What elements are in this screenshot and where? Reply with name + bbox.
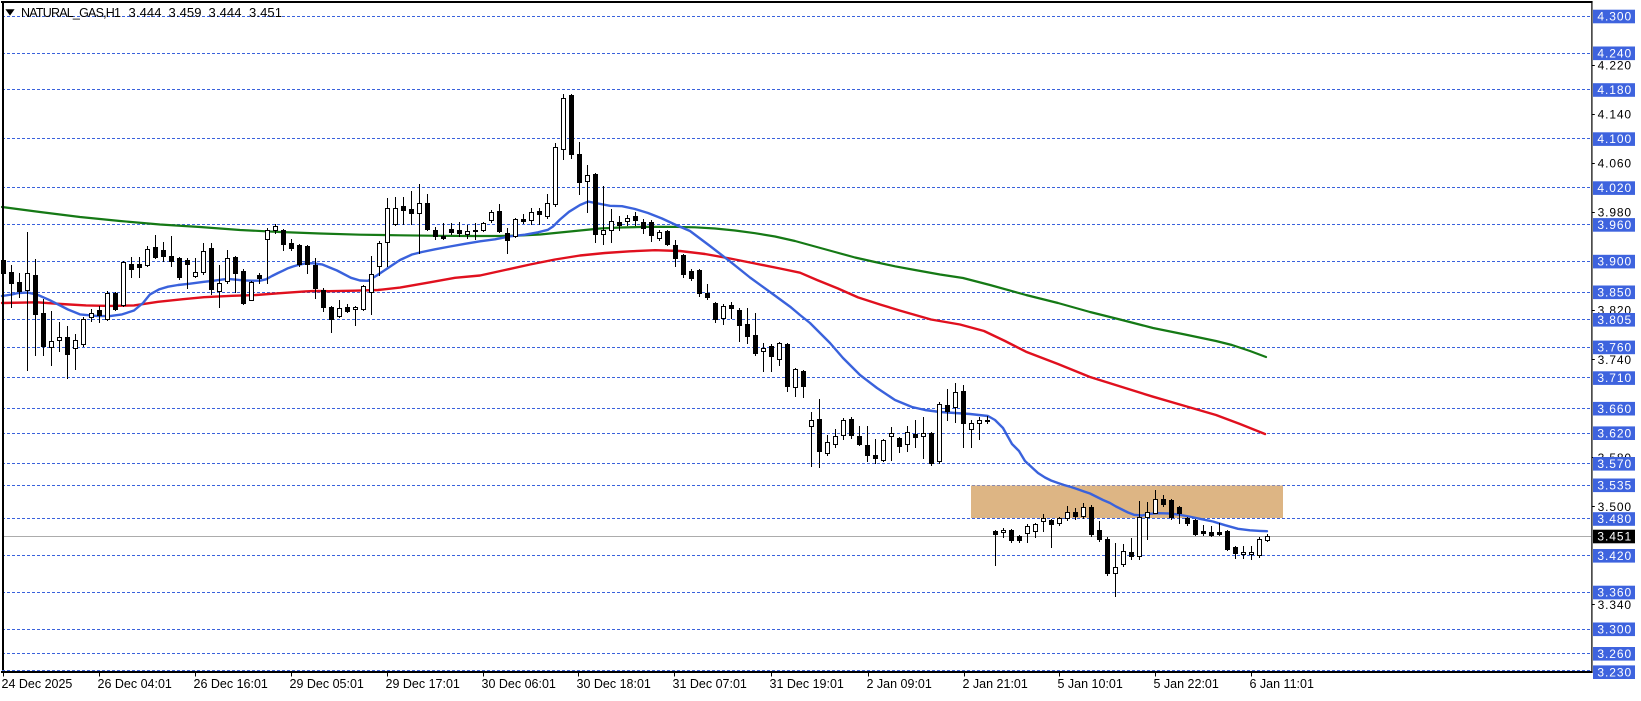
svg-text:30 Dec 18:01: 30 Dec 18:01 [577, 677, 651, 691]
svg-text:26 Dec 04:01: 26 Dec 04:01 [98, 677, 172, 691]
svg-text:5 Jan 10:01: 5 Jan 10:01 [1058, 677, 1123, 691]
svg-text:3.660: 3.660 [1597, 402, 1631, 416]
svg-text:3.710: 3.710 [1597, 371, 1631, 385]
svg-text:29 Dec 05:01: 29 Dec 05:01 [290, 677, 364, 691]
svg-text:4.100: 4.100 [1597, 132, 1631, 146]
svg-text:3.570: 3.570 [1597, 457, 1631, 471]
svg-text:4.020: 4.020 [1597, 181, 1631, 195]
svg-text:3.850: 3.850 [1597, 285, 1631, 299]
svg-text:3.444: 3.444 [129, 5, 162, 20]
svg-text:3.480: 3.480 [1597, 512, 1631, 526]
svg-text:3.451: 3.451 [249, 5, 282, 20]
svg-text:3.535: 3.535 [1597, 478, 1631, 492]
svg-text:3.500: 3.500 [1598, 500, 1632, 514]
svg-text:31 Dec 07:01: 31 Dec 07:01 [673, 677, 747, 691]
svg-text:30 Dec 06:01: 30 Dec 06:01 [482, 677, 556, 691]
svg-text:3.740: 3.740 [1598, 353, 1632, 367]
svg-text:29 Dec 17:01: 29 Dec 17:01 [386, 677, 460, 691]
svg-text:2 Jan 21:01: 2 Jan 21:01 [963, 677, 1028, 691]
svg-text:4.240: 4.240 [1597, 46, 1631, 60]
svg-text:3.360: 3.360 [1597, 586, 1631, 600]
svg-text:3.459: 3.459 [169, 5, 202, 20]
svg-text:31 Dec 19:01: 31 Dec 19:01 [770, 677, 844, 691]
svg-text:3.420: 3.420 [1597, 549, 1631, 563]
svg-text:3.805: 3.805 [1597, 313, 1631, 327]
svg-text:3.444: 3.444 [209, 5, 242, 20]
svg-text:3.960: 3.960 [1597, 218, 1631, 232]
svg-text:24 Dec 2025: 24 Dec 2025 [2, 677, 73, 691]
svg-text:3.340: 3.340 [1598, 598, 1632, 612]
svg-text:4.300: 4.300 [1597, 10, 1631, 24]
svg-text:4.060: 4.060 [1598, 157, 1632, 171]
svg-text:3.230: 3.230 [1597, 665, 1631, 679]
svg-text:3.980: 3.980 [1598, 206, 1632, 220]
svg-text:2 Jan 09:01: 2 Jan 09:01 [867, 677, 932, 691]
svg-text:3.900: 3.900 [1597, 255, 1631, 269]
svg-text:4.180: 4.180 [1597, 83, 1631, 97]
svg-text:3.620: 3.620 [1597, 426, 1631, 440]
svg-text:3.300: 3.300 [1597, 622, 1631, 636]
svg-text:NATURAL_GAS,H1: NATURAL_GAS,H1 [21, 6, 121, 20]
svg-text:26 Dec 16:01: 26 Dec 16:01 [194, 677, 268, 691]
svg-text:3.760: 3.760 [1597, 341, 1631, 355]
svg-text:6 Jan 11:01: 6 Jan 11:01 [1250, 677, 1314, 691]
svg-text:4.140: 4.140 [1598, 108, 1632, 122]
svg-text:3.260: 3.260 [1597, 647, 1631, 661]
svg-text:4.220: 4.220 [1598, 59, 1632, 73]
svg-text:5 Jan 22:01: 5 Jan 22:01 [1154, 677, 1219, 691]
svg-text:3.451: 3.451 [1597, 530, 1631, 544]
